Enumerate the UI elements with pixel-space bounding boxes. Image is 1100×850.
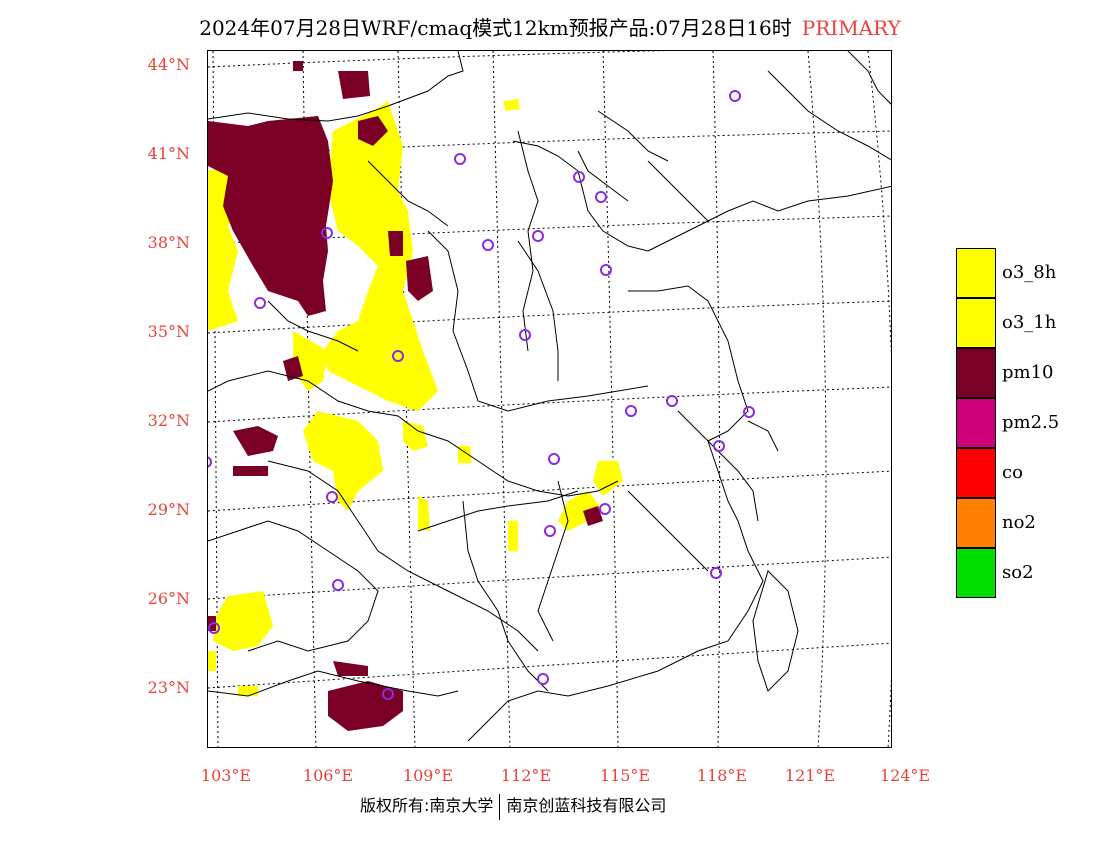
lon-label-124: 124°E: [879, 766, 931, 785]
lon-label-103: 103°E: [200, 766, 252, 785]
lon-label-115: 115°E: [599, 766, 651, 785]
lat-label-32: 32°N: [147, 411, 190, 430]
copyright-footer: 版权所有:南京大学 南京创蓝科技有限公司: [360, 792, 666, 820]
lat-label-23: 23°N: [147, 678, 190, 697]
lat-label-38: 38°N: [147, 233, 190, 252]
lat-label-35: 35°N: [147, 322, 190, 341]
legend-label: o3_1h: [1002, 312, 1057, 333]
copyright-right: 南京创蓝科技有限公司: [506, 796, 667, 815]
pm10-regions: [208, 61, 603, 731]
legend-label: so2: [1002, 562, 1034, 583]
legend-swatch: [956, 548, 996, 598]
lat-label-26: 26°N: [147, 589, 190, 608]
lon-label-109: 109°E: [402, 766, 454, 785]
legend-swatch: [956, 248, 996, 298]
lon-label-106: 106°E: [302, 766, 354, 785]
station-markers: [208, 90, 755, 700]
legend-swatch: [956, 398, 996, 448]
legend-label: co: [1002, 462, 1023, 483]
legend-label: pm10: [1002, 362, 1054, 383]
lon-label-121: 121°E: [784, 766, 836, 785]
lat-label-41: 41°N: [147, 144, 190, 163]
lon-label-112: 112°E: [500, 766, 552, 785]
primary-tag: PRIMARY: [801, 16, 901, 40]
lon-label-118: 118°E: [696, 766, 748, 785]
legend-swatch: [956, 348, 996, 398]
map-title: 2024年07月28日WRF/cmaq模式12km预报产品:07月28日16时 P…: [0, 12, 1100, 41]
lat-label-44: 44°N: [147, 55, 190, 74]
copyright-left: 版权所有:南京大学: [360, 796, 494, 815]
legend-swatch: [956, 498, 996, 548]
lat-label-29: 29°N: [147, 500, 190, 519]
title-text: 2024年07月28日WRF/cmaq模式12km预报产品:07月28日16时: [199, 16, 792, 40]
legend-label: o3_8h: [1002, 262, 1057, 283]
forecast-map: [207, 50, 892, 748]
province-borders: [208, 51, 891, 742]
footer-separator: [499, 793, 501, 820]
legend-swatch: [956, 448, 996, 498]
map-svg: [208, 51, 891, 747]
legend-swatch: [956, 298, 996, 348]
legend-label: no2: [1002, 512, 1036, 533]
legend-label: pm2.5: [1002, 412, 1060, 433]
